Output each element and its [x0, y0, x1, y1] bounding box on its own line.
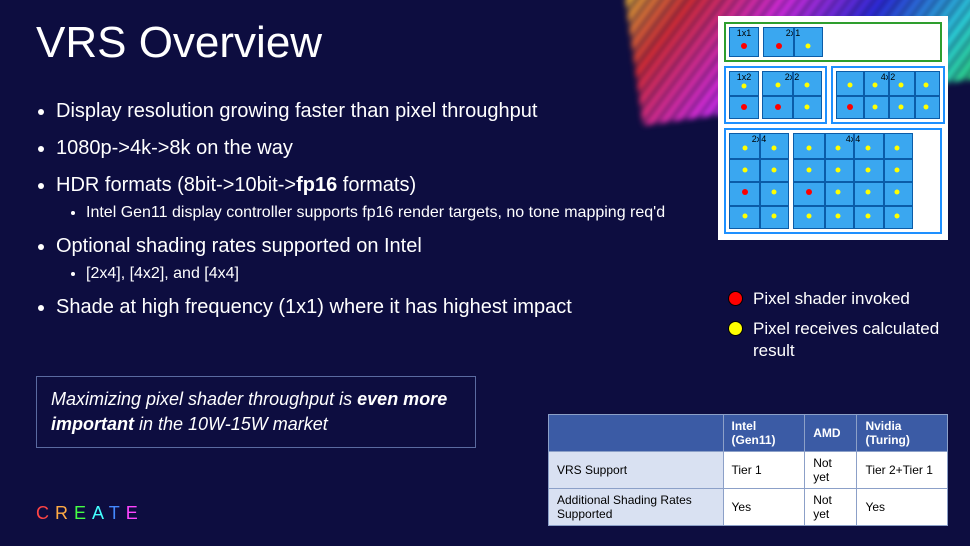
- tile-4x2: 4x2: [836, 71, 940, 119]
- bullet-item: 1080p->4k->8k on the way: [56, 133, 665, 164]
- sub-bullet-item: [2x4], [4x2], and [4x4]: [86, 262, 665, 286]
- table-header-row: Intel (Gen11)AMDNvidia (Turing): [549, 415, 948, 452]
- table-header-cell: AMD: [805, 415, 857, 452]
- legend-label-received: Pixel receives calculated result: [753, 318, 948, 362]
- diagram-group-4x2: 4x2: [831, 66, 945, 124]
- diagram-group-1x1-2x1: 1x1 2x1: [724, 22, 942, 62]
- page-title: VRS Overview: [36, 18, 322, 68]
- table-cell: Not yet: [805, 452, 857, 489]
- bullet-item: Optional shading rates supported on Inte…: [56, 231, 665, 286]
- tile-2x1: 2x1: [763, 27, 823, 57]
- legend-label-invoked: Pixel shader invoked: [753, 288, 910, 310]
- bullet-item: Display resolution growing faster than p…: [56, 96, 665, 127]
- shading-rate-diagram: 1x1 2x1 1x2 2x2 4x2: [718, 16, 948, 240]
- bullet-item: HDR formats (8bit->10bit->fp16 formats)I…: [56, 170, 665, 225]
- tile-1x2: 1x2: [729, 71, 759, 119]
- table-cell: Yes: [723, 489, 805, 526]
- bullet-list: Display resolution growing faster than p…: [56, 96, 665, 329]
- legend-dot-invoked: [728, 291, 743, 306]
- diagram-legend: Pixel shader invoked Pixel receives calc…: [728, 288, 948, 370]
- table-header-cell: Intel (Gen11): [723, 415, 805, 452]
- table-cell: Tier 1: [723, 452, 805, 489]
- table-header-cell: Nvidia (Turing): [857, 415, 948, 452]
- bullet-item: Shade at high frequency (1x1) where it h…: [56, 292, 665, 323]
- table-header-cell: [549, 415, 724, 452]
- table-cell: Additional Shading Rates Supported: [549, 489, 724, 526]
- table-cell: Tier 2+Tier 1: [857, 452, 948, 489]
- tile-4x4: 4x4: [793, 133, 913, 229]
- create-logo: CREATE: [36, 503, 144, 524]
- diagram-group-2x4-4x4: 2x4 4x4: [724, 128, 942, 234]
- table-cell: VRS Support: [549, 452, 724, 489]
- table-row: Additional Shading Rates SupportedYesNot…: [549, 489, 948, 526]
- sub-bullet-item: Intel Gen11 display controller supports …: [86, 201, 665, 225]
- diagram-group-1x2-2x2: 1x2 2x2: [724, 66, 827, 124]
- comparison-table: Intel (Gen11)AMDNvidia (Turing) VRS Supp…: [548, 414, 948, 526]
- table-row: VRS SupportTier 1Not yetTier 2+Tier 1: [549, 452, 948, 489]
- tile-1x1: 1x1: [729, 27, 759, 57]
- callout-box: Maximizing pixel shader throughput is ev…: [36, 376, 476, 448]
- table-cell: Yes: [857, 489, 948, 526]
- tile-2x4: 2x4: [729, 133, 789, 229]
- table-cell: Not yet: [805, 489, 857, 526]
- legend-dot-received: [728, 321, 743, 336]
- tile-2x2: 2x2: [762, 71, 822, 119]
